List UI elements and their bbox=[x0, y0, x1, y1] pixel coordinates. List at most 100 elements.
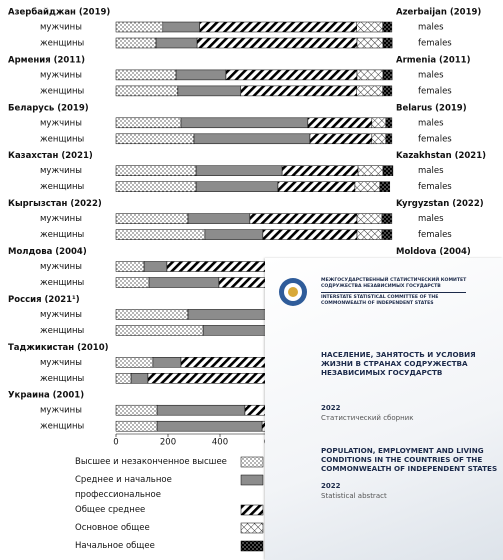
row-label-ru: женщины bbox=[40, 230, 84, 240]
row-label-ru: женщины bbox=[40, 39, 84, 49]
title-ru: НАСЕЛЕНИЕ, ЗАНЯТОСТЬ И УСЛОВИЯ ЖИЗНИ В С… bbox=[321, 350, 476, 377]
bar-segment bbox=[382, 85, 393, 97]
group-label-ru: Таджикистан (2010) bbox=[8, 343, 109, 353]
bar-segment bbox=[193, 133, 311, 145]
year-en: 2022 bbox=[321, 482, 341, 490]
bar-segment bbox=[115, 181, 197, 192]
bar-segment bbox=[356, 37, 384, 49]
bar-segment bbox=[115, 37, 157, 49]
bar-segment bbox=[309, 133, 373, 145]
bar-segment bbox=[385, 117, 393, 129]
bar-segment bbox=[356, 213, 383, 224]
row-label-ru: женщины bbox=[40, 86, 84, 96]
x-tick-label: 400 bbox=[212, 438, 228, 448]
bar-segment bbox=[371, 133, 387, 145]
bar-segment bbox=[196, 37, 358, 49]
bar-segment bbox=[382, 69, 393, 81]
org-ru: МЕЖГОСУДАРСТВЕННЫЙ СТАТИСТИЧЕСКИЙ КОМИТЕ… bbox=[321, 278, 467, 283]
bar-segment bbox=[115, 229, 206, 240]
group-label-en: Kyrgyzstan (2022) bbox=[396, 199, 484, 209]
legend-swatch bbox=[240, 522, 264, 534]
row-label-ru: женщины bbox=[40, 422, 84, 432]
row-label-ru: мужчины bbox=[40, 23, 82, 33]
group-label-ru: Армения (2011) bbox=[8, 55, 85, 65]
bar-segment bbox=[204, 229, 264, 240]
row-label-ru: мужчины bbox=[40, 214, 82, 224]
legend-swatch bbox=[240, 540, 264, 552]
bar-segment bbox=[356, 229, 383, 240]
bar-segment bbox=[281, 165, 359, 176]
org-ru: СОДРУЖЕСТВА НЕЗАВИСИМЫХ ГОСУДАРСТВ bbox=[321, 284, 441, 289]
bar-segment bbox=[357, 165, 384, 176]
bar-segment bbox=[115, 85, 179, 97]
group-label-ru: Россия (2021¹) bbox=[8, 295, 80, 305]
row-label-en: males bbox=[418, 23, 444, 33]
group-label-ru: Кыргызстан (2022) bbox=[8, 199, 102, 209]
legend-swatch bbox=[240, 456, 264, 468]
bar-segment bbox=[225, 69, 358, 81]
bar-segment bbox=[152, 357, 182, 368]
org-en: INTERSTATE STATISTICAL COMMITTEE OF THE bbox=[321, 295, 439, 300]
bar-segment bbox=[240, 85, 358, 97]
bar-segment bbox=[177, 85, 242, 97]
bar-segment bbox=[382, 37, 393, 49]
bar-segment bbox=[115, 420, 158, 432]
bar-segment bbox=[356, 69, 384, 81]
bar-segment bbox=[156, 404, 246, 416]
row-label-en: males bbox=[418, 166, 444, 176]
legend-swatch bbox=[240, 474, 264, 486]
bar-segment bbox=[381, 229, 393, 240]
group-label-ru: Молдова (2004) bbox=[8, 247, 87, 257]
legend-label: Высшее и незаконченное высшее bbox=[75, 457, 227, 467]
group-label-en: Belarus (2019) bbox=[396, 103, 467, 113]
legend-label: Основное общее bbox=[75, 523, 150, 533]
row-label-en: females bbox=[418, 230, 452, 240]
row-label-en: males bbox=[418, 70, 444, 80]
bar-segment bbox=[115, 404, 158, 416]
row-label-ru: мужчины bbox=[40, 406, 82, 416]
row-label-ru: мужчины bbox=[40, 358, 82, 368]
bar-segment bbox=[371, 117, 387, 129]
group-label-ru: Азербайджан (2019) bbox=[8, 7, 110, 18]
row-label-ru: мужчины bbox=[40, 118, 82, 128]
row-label-ru: мужчины bbox=[40, 166, 82, 176]
bar-segment bbox=[115, 133, 195, 145]
bar-segment bbox=[115, 69, 177, 81]
bar-segment bbox=[356, 85, 384, 97]
bar-segment bbox=[277, 181, 356, 192]
x-tick-label: 0 bbox=[113, 438, 118, 448]
bar-segment bbox=[115, 165, 197, 176]
bar-segment bbox=[262, 229, 358, 240]
bar-segment bbox=[249, 213, 358, 224]
bar-segment bbox=[162, 21, 200, 33]
year-ru: 2022 bbox=[321, 404, 341, 412]
group-label-ru: Беларусь (2019) bbox=[8, 103, 89, 113]
legend-label: Общее среднее bbox=[75, 505, 146, 515]
bar-segment bbox=[379, 181, 391, 192]
bar-segment bbox=[195, 165, 283, 176]
row-label-en: females bbox=[418, 86, 452, 96]
bar-segment bbox=[180, 117, 309, 129]
subtitle-en: Statistical abstract bbox=[321, 492, 387, 500]
bar-segment bbox=[130, 373, 149, 384]
row-label-en: females bbox=[418, 39, 452, 49]
logo bbox=[279, 278, 307, 306]
bar-segment bbox=[307, 117, 373, 129]
bar-segment bbox=[156, 420, 263, 432]
bar-segment bbox=[382, 165, 394, 176]
row-label-ru: женщины bbox=[40, 326, 84, 336]
bar-segment bbox=[115, 261, 145, 272]
title-en: POPULATION, EMPLOYMENT AND LIVING CONDIT… bbox=[321, 446, 498, 473]
bar-segment bbox=[382, 21, 393, 33]
row-label-ru: женщины bbox=[40, 278, 84, 288]
org-en: COMMONWEALTH OF INDEPENDENT STATES bbox=[321, 301, 434, 306]
bar-segment bbox=[356, 21, 384, 33]
group-label-ru: Казахстан (2021) bbox=[8, 151, 93, 161]
bar-segment bbox=[115, 21, 164, 33]
row-label-ru: мужчины bbox=[40, 310, 82, 320]
group-label-ru: Украина (2001) bbox=[8, 391, 84, 401]
legend-label: Среднее и начальное профессиональное bbox=[75, 475, 172, 500]
group-label-en: Azerbaijan (2019) bbox=[396, 8, 481, 18]
